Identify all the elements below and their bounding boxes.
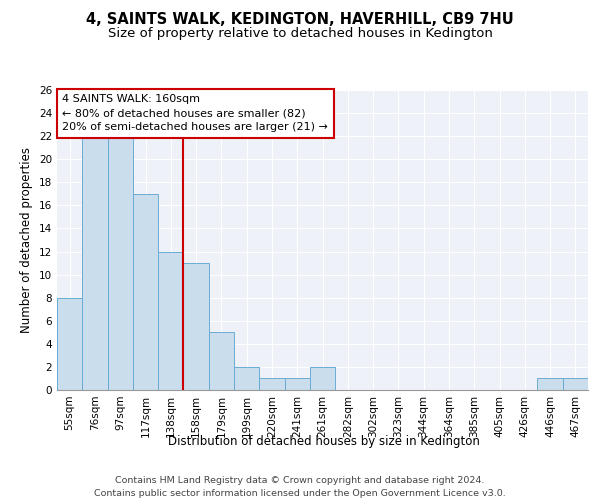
Bar <box>310 367 335 390</box>
Bar <box>107 136 133 390</box>
Text: Distribution of detached houses by size in Kedington: Distribution of detached houses by size … <box>168 435 480 448</box>
Bar <box>82 136 107 390</box>
Bar <box>259 378 284 390</box>
Bar <box>234 367 259 390</box>
Text: 4, SAINTS WALK, KEDINGTON, HAVERHILL, CB9 7HU: 4, SAINTS WALK, KEDINGTON, HAVERHILL, CB… <box>86 12 514 28</box>
Bar <box>209 332 234 390</box>
Text: 4 SAINTS WALK: 160sqm
← 80% of detached houses are smaller (82)
20% of semi-deta: 4 SAINTS WALK: 160sqm ← 80% of detached … <box>62 94 328 132</box>
Bar <box>57 298 82 390</box>
Text: Size of property relative to detached houses in Kedington: Size of property relative to detached ho… <box>107 28 493 40</box>
Bar <box>538 378 563 390</box>
Bar <box>158 252 184 390</box>
Text: Contains HM Land Registry data © Crown copyright and database right 2024.
Contai: Contains HM Land Registry data © Crown c… <box>94 476 506 498</box>
Bar <box>284 378 310 390</box>
Bar <box>133 194 158 390</box>
Bar <box>563 378 588 390</box>
Bar <box>184 263 209 390</box>
Y-axis label: Number of detached properties: Number of detached properties <box>20 147 34 333</box>
